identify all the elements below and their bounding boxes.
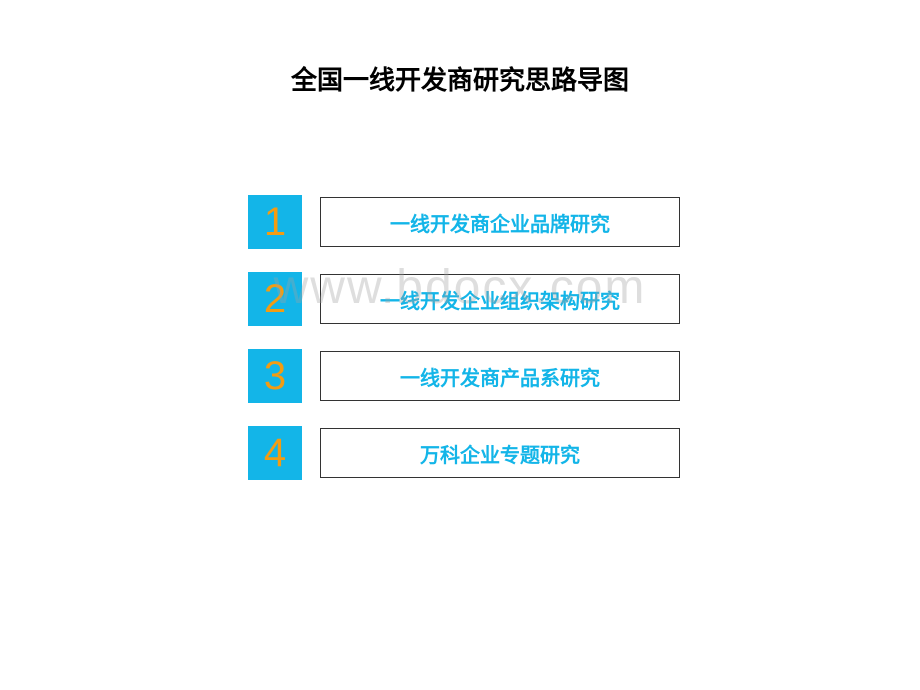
list-item: 2 一线开发企业组织架构研究 <box>248 272 680 326</box>
item-number-box: 4 <box>248 426 302 480</box>
item-label-box: 一线开发商企业品牌研究 <box>320 197 680 247</box>
item-label: 一线开发商企业品牌研究 <box>390 208 610 237</box>
item-number: 3 <box>264 356 286 396</box>
item-number-box: 2 <box>248 272 302 326</box>
item-label: 万科企业专题研究 <box>420 439 580 468</box>
item-label-box: 一线开发商产品系研究 <box>320 351 680 401</box>
item-number: 4 <box>264 433 286 473</box>
item-number: 2 <box>264 279 286 319</box>
item-number-box: 1 <box>248 195 302 249</box>
list-item: 3 一线开发商产品系研究 <box>248 349 680 403</box>
list-item: 1 一线开发商企业品牌研究 <box>248 195 680 249</box>
item-number: 1 <box>264 202 286 242</box>
items-list: 1 一线开发商企业品牌研究 2 一线开发企业组织架构研究 3 一线开发商产品系研… <box>248 195 680 480</box>
item-label-box: 一线开发企业组织架构研究 <box>320 274 680 324</box>
item-label: 一线开发商产品系研究 <box>400 362 600 391</box>
item-number-box: 3 <box>248 349 302 403</box>
item-label-box: 万科企业专题研究 <box>320 428 680 478</box>
list-item: 4 万科企业专题研究 <box>248 426 680 480</box>
page-title: 全国一线开发商研究思路导图 <box>0 60 920 97</box>
item-label: 一线开发企业组织架构研究 <box>380 285 620 314</box>
